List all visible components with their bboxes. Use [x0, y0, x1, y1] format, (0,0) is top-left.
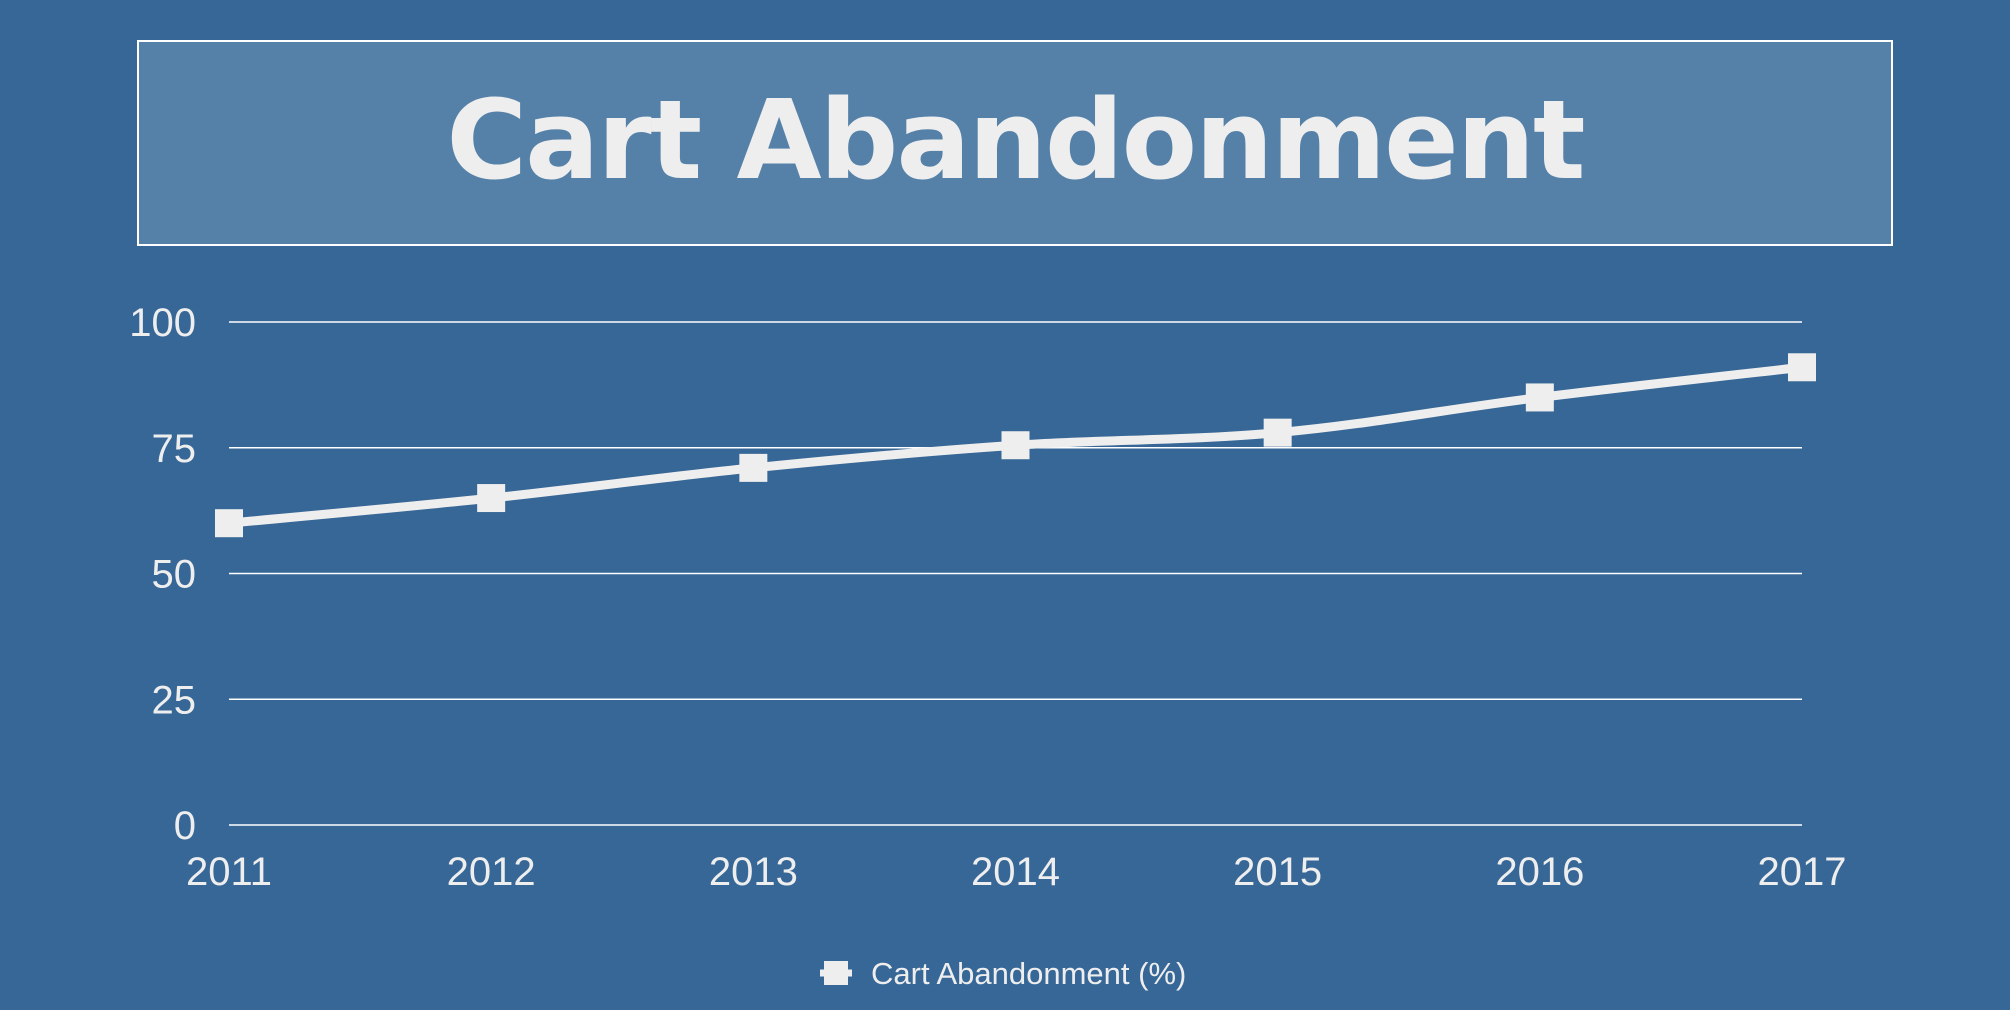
legend: Cart Abandonment (%) — [820, 956, 1186, 991]
data-point-2014 — [1001, 431, 1030, 460]
y-tick-label-50: 50 — [152, 553, 197, 597]
data-point-2011 — [215, 509, 243, 538]
data-point-2015 — [1263, 418, 1292, 447]
data-point-2016 — [1525, 383, 1554, 412]
y-tick-label-100: 100 — [129, 301, 196, 345]
x-tick-label-2012: 2012 — [447, 850, 536, 894]
data-point-2017 — [1788, 353, 1816, 382]
x-tick-label-2011: 2011 — [186, 850, 272, 894]
chart-title-box: Cart Abandonment — [137, 40, 1893, 246]
legend-label: Cart Abandonment (%) — [871, 956, 1186, 991]
y-tick-label-25: 25 — [152, 678, 197, 722]
legend-marker-icon — [824, 961, 848, 985]
y-tick-label-75: 75 — [152, 427, 197, 471]
x-tick-label-2013: 2013 — [709, 850, 798, 894]
y-tick-label-0: 0 — [174, 804, 196, 848]
x-tick-label-2014: 2014 — [971, 850, 1060, 894]
x-tick-label-2015: 2015 — [1233, 850, 1322, 894]
chart-title: Cart Abandonment — [446, 76, 1585, 204]
data-point-2012 — [477, 484, 506, 513]
data-point-2013 — [739, 453, 768, 482]
x-tick-label-2016: 2016 — [1495, 850, 1584, 894]
x-tick-label-2017: 2017 — [1758, 850, 1847, 894]
